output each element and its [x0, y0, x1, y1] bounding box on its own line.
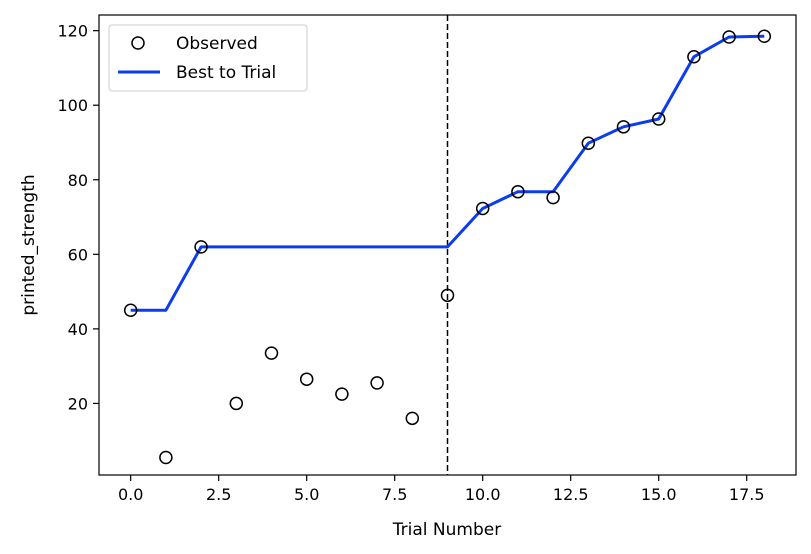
y-tick-label: 60: [68, 245, 88, 264]
y-axis-label: printed_strength: [19, 174, 39, 315]
observed-point: [229, 396, 244, 411]
x-tick-label: 0.0: [118, 485, 143, 504]
observed-point: [475, 201, 490, 216]
x-axis-label: Trial Number: [392, 520, 501, 540]
y-tick-label: 80: [68, 171, 88, 190]
legend-observed-label: Observed: [176, 34, 258, 54]
observed-point: [159, 450, 173, 465]
observed-point: [722, 30, 736, 44]
observed-point: [370, 376, 384, 390]
x-tick-label: 12.5: [553, 485, 589, 504]
observed-point: [581, 136, 596, 150]
y-tick-label: 40: [68, 320, 88, 339]
observed-point: [335, 387, 349, 401]
x-tick-label: 2.5: [206, 485, 231, 504]
legend: Observed Best to Trial: [108, 24, 308, 92]
observed-point: [546, 190, 560, 205]
observed-point: [511, 184, 525, 199]
x-tick-label: 7.5: [382, 485, 407, 504]
observed-point: [616, 120, 631, 134]
observed-point: [687, 50, 701, 64]
observed-point: [757, 29, 772, 43]
observed-point: [123, 303, 138, 317]
observed-point: [194, 240, 208, 254]
observed-point: [440, 288, 455, 303]
legend-observed-marker: [131, 36, 145, 50]
plot-area: [123, 15, 772, 475]
observed-point: [264, 346, 279, 360]
x-tick-label: 15.0: [641, 485, 677, 504]
y-tick-label: 120: [57, 22, 88, 41]
axes: 0.0 2.5 5.0 7.5 10.0 12.5 15.0 17.5 20 40 60 80 100 1…: [57, 22, 764, 504]
observed-point: [651, 112, 666, 126]
x-tick-label: 10.0: [465, 485, 501, 504]
y-tick-label: 100: [57, 96, 88, 115]
y-tick-label: 20: [68, 394, 88, 413]
observed-point: [405, 411, 420, 426]
x-tick-label: 17.5: [729, 485, 765, 504]
legend-box: [108, 24, 308, 92]
legend-best-label: Best to Trial: [176, 63, 276, 83]
x-tick-label: 5.0: [294, 485, 319, 504]
plot-frame: [98, 14, 797, 476]
best-to-trial-line: [130, 34, 765, 312]
observed-point: [299, 372, 314, 386]
